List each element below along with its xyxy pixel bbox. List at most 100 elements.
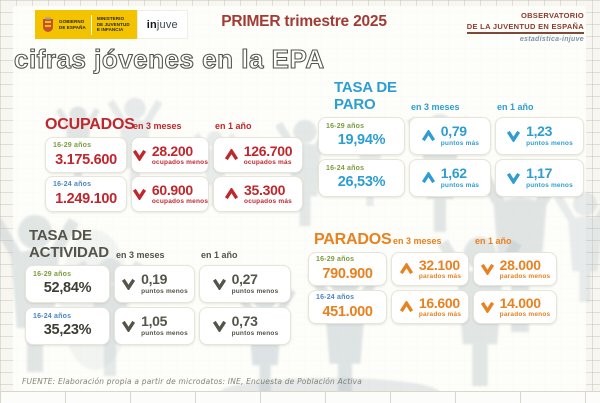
arrow-up-icon xyxy=(224,148,238,161)
parados-16-24-value: 451.000 xyxy=(322,303,373,320)
ocupados-16-29-value-card: 16-29 años 3.175.600 xyxy=(45,136,127,173)
tasa-actividad-16-29-3m-card: 0,19 puntos menos xyxy=(114,264,195,303)
tasa-paro-16-29-3m-card: 0,79 puntos más xyxy=(409,116,491,155)
change-caption: parados menos xyxy=(499,311,551,319)
section-tasa-actividad: TASA DE ACTIVIDAD en 3 meses en 1 año 16… xyxy=(25,227,291,345)
age-label: 16-29 años xyxy=(316,256,355,264)
arrow-down-icon xyxy=(480,301,494,313)
tasa-actividad-title: TASA DE ACTIVIDAD xyxy=(29,227,109,261)
parados-period-1y: en 1 año xyxy=(475,236,512,246)
age-label: 16-24 años xyxy=(316,294,355,302)
arrow-down-icon xyxy=(212,320,226,332)
change-value: 1,62 xyxy=(440,165,467,182)
change-value: 28.200 xyxy=(151,142,193,159)
ocupados-period-3m: en 3 meses xyxy=(133,121,182,131)
arrow-down-icon xyxy=(212,278,226,290)
tasa-actividad-16-24-value-card: 16-24 años 35,23% xyxy=(25,306,110,345)
parados-16-29-1y-card: 28.000 parados menos xyxy=(473,251,557,286)
change-caption: ocupados menos xyxy=(151,159,209,167)
age-label: 16-29 años xyxy=(53,142,92,150)
observatory-line2: DE LA JUVENTUD EN ESPAÑA xyxy=(466,22,584,34)
spain-coat-of-arms-icon xyxy=(43,17,53,32)
age-label: 16-29 años xyxy=(33,270,72,278)
section-tasa-paro: TASA DE PARO en 3 meses en 1 año 16-29 a… xyxy=(318,79,584,197)
tasa-paro-16-29-value: 19,94% xyxy=(337,132,386,149)
arrow-down-icon xyxy=(122,320,136,332)
change-value: 14.000 xyxy=(499,294,541,311)
parados-period-3m: en 3 meses xyxy=(393,236,442,246)
parados-16-29-value-card: 16-29 años 790.900 xyxy=(308,251,387,286)
tasa-actividad-period-1y: en 1 año xyxy=(201,249,238,260)
age-label: 16-24 años xyxy=(33,312,72,320)
arrow-up-icon xyxy=(421,129,435,141)
ocupados-16-24-value-card: 16-24 años 1.249.100 xyxy=(45,175,127,212)
change-caption: parados más xyxy=(418,273,462,281)
arrow-up-icon xyxy=(421,171,435,183)
arrow-up-icon xyxy=(399,300,413,313)
arrow-down-icon xyxy=(507,130,521,142)
tasa-paro-period-3m: en 3 meses xyxy=(411,101,460,112)
change-value: 28.000 xyxy=(499,256,541,273)
tasa-paro-16-29-value-card: 16-29 años 19,94% xyxy=(318,116,405,155)
tasa-actividad-16-24-value: 35,23% xyxy=(43,322,92,339)
ocupados-16-24-value: 1.249.100 xyxy=(55,190,117,207)
change-caption: ocupados más xyxy=(243,159,292,167)
gobierno-text: GOBIERNO DE ESPAÑA xyxy=(59,18,86,30)
tasa-paro-16-24-value: 26,53% xyxy=(337,174,386,191)
tasa-actividad-16-29-value-card: 16-29 años 52,84% xyxy=(25,264,110,303)
change-value: 35.300 xyxy=(244,181,286,198)
parados-16-24-1y-card: 14.000 parados menos xyxy=(473,289,557,324)
ocupados-16-24-3m-card: 60.900 ocupados menos xyxy=(131,175,209,212)
gobierno-espana-logo: GOBIERNO DE ESPAÑA MINISTERIO DE JUVENTU… xyxy=(35,10,137,39)
section-parados: PARADOS en 3 meses en 1 año 16-29 años 7… xyxy=(308,231,557,324)
change-value: 126.700 xyxy=(243,142,293,159)
change-caption: puntos menos xyxy=(526,181,573,189)
arrow-down-icon xyxy=(122,278,136,290)
quarter-title: PRIMER trimestre 2025 xyxy=(221,13,387,30)
ocupados-16-29-1y-card: 126.700 ocupados más xyxy=(213,136,303,173)
change-caption: parados menos xyxy=(499,273,551,281)
tasa-actividad-16-29-value: 52,84% xyxy=(43,280,92,297)
logo-separator xyxy=(90,14,92,35)
tasa-paro-16-24-3m-card: 1,62 puntos más xyxy=(409,158,491,197)
change-value: 0,73 xyxy=(231,313,258,330)
change-caption: puntos más xyxy=(440,139,480,147)
page-title: cifras jóvenes en la EPA xyxy=(13,43,325,74)
observatory-block: OBSERVATORIO DE LA JUVENTUD EN ESPAÑA es… xyxy=(466,11,584,43)
government-logo-bar: GOBIERNO DE ESPAÑA MINISTERIO DE JUVENTU… xyxy=(35,10,188,39)
observatory-line1: OBSERVATORIO xyxy=(520,11,584,20)
ministerio-text: MINISTERIO DE JUVENTUD E INFANCIA xyxy=(96,16,130,33)
change-caption: parados más xyxy=(418,311,462,319)
change-value: 0,19 xyxy=(141,271,168,288)
arrow-down-icon xyxy=(132,149,146,161)
parados-16-24-3m-card: 16.600 parados más xyxy=(391,289,469,324)
age-label: 16-29 años xyxy=(326,122,365,130)
bottom-grid-strip xyxy=(0,391,600,403)
change-caption: puntos menos xyxy=(526,139,573,147)
change-value: 0,27 xyxy=(231,271,258,288)
change-caption: ocupados más xyxy=(244,198,292,206)
change-caption: puntos menos xyxy=(141,329,188,337)
source-note: FUENTE: Elaboración propia a partir de m… xyxy=(22,377,363,386)
arrow-down-icon xyxy=(507,172,521,184)
age-label: 16-24 años xyxy=(326,164,365,172)
parados-16-24-value-card: 16-24 años 451.000 xyxy=(308,289,387,324)
arrow-up-icon xyxy=(399,262,413,275)
ocupados-16-29-3m-card: 28.200 ocupados menos xyxy=(131,136,209,173)
arrow-up-icon xyxy=(224,187,239,200)
change-value: 16.600 xyxy=(418,294,460,311)
ocupados-title: OCUPADOS xyxy=(45,116,135,133)
parados-title: PARADOS xyxy=(314,231,392,248)
tasa-paro-16-24-1y-card: 1,17 puntos menos xyxy=(495,158,584,197)
ocupados-period-1y: en 1 año xyxy=(215,121,252,131)
tasa-actividad-16-24-1y-card: 0,73 puntos menos xyxy=(199,306,291,345)
tasa-actividad-period-3m: en 3 meses xyxy=(116,249,165,260)
injuve-logo: injuve xyxy=(136,10,188,39)
change-value: 32.100 xyxy=(418,256,460,273)
change-value: 1,23 xyxy=(526,123,553,140)
tasa-actividad-16-24-3m-card: 1,05 puntos menos xyxy=(114,306,195,345)
change-value: 0,79 xyxy=(440,123,467,140)
tasa-paro-16-29-1y-card: 1,23 puntos menos xyxy=(495,116,584,155)
change-caption: puntos más xyxy=(440,181,480,189)
